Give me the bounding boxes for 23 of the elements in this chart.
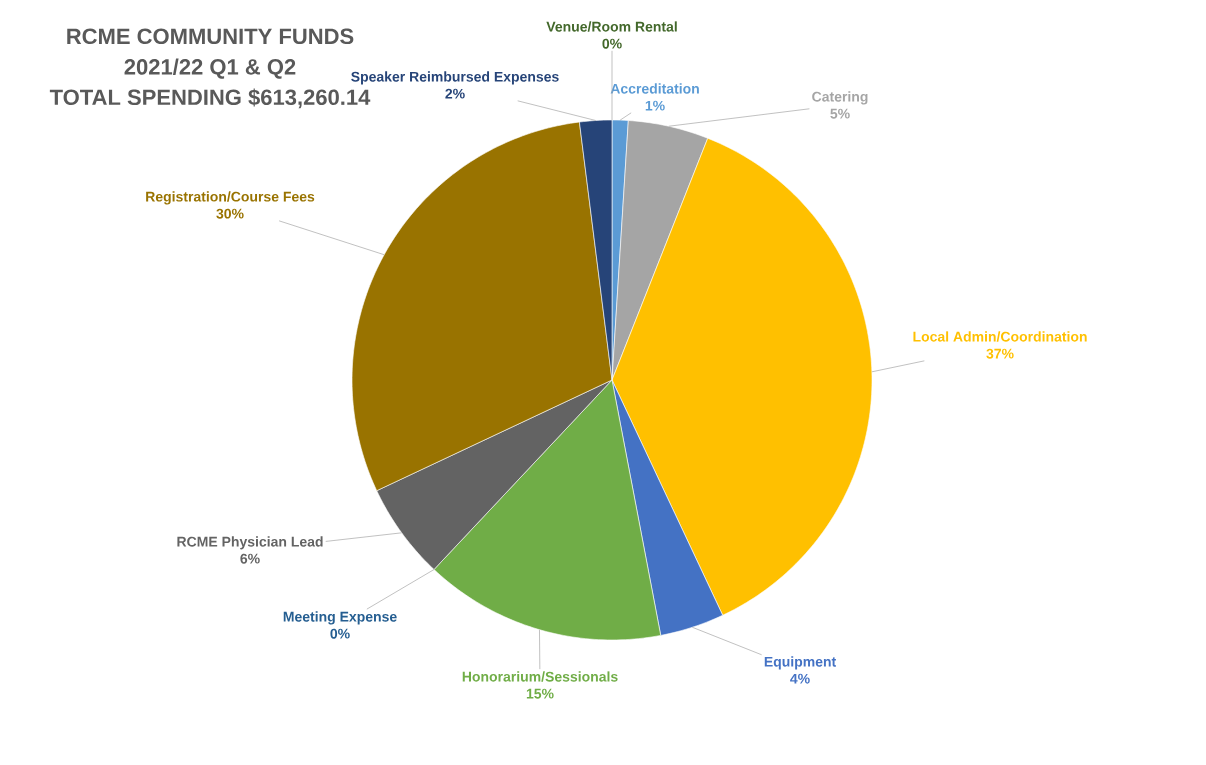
data-label: 1% [645, 100, 665, 111]
text: 0% [602, 38, 622, 49]
slice-label: Equipment [764, 656, 837, 670]
slice-label: Accreditation [610, 83, 699, 94]
text: TOTAL SPENDING $613,260.14 [49, 88, 371, 109]
slice-label: Local Admin/Coordination [913, 331, 1087, 342]
category-label: Venue/Room Rental [546, 21, 677, 32]
text: 0% [330, 628, 350, 639]
data-label: 6% [240, 553, 260, 564]
data-label: 30% [216, 208, 244, 219]
slice-label: Speaker Reimbursed Expenses [351, 71, 559, 85]
chart-subtitle: 2021/22 Q1 & Q2 [124, 58, 296, 79]
data-label: 37% [986, 348, 1014, 359]
data-label: 5% [830, 108, 850, 119]
slice-label: RCME Physician Lead [177, 536, 323, 550]
slice-label: Catering [812, 91, 868, 105]
slice-label: Honorarium/Sessionals [462, 671, 618, 682]
data-label: 15% [526, 688, 554, 699]
data-label: 4% [790, 673, 810, 684]
data-label: 2% [445, 88, 465, 99]
slice-label: Registration/Course Fees [146, 191, 315, 205]
category-label: Meeting Expense [283, 611, 397, 625]
chart-title: RCME COMMUNITY FUNDS [67, 28, 354, 45]
